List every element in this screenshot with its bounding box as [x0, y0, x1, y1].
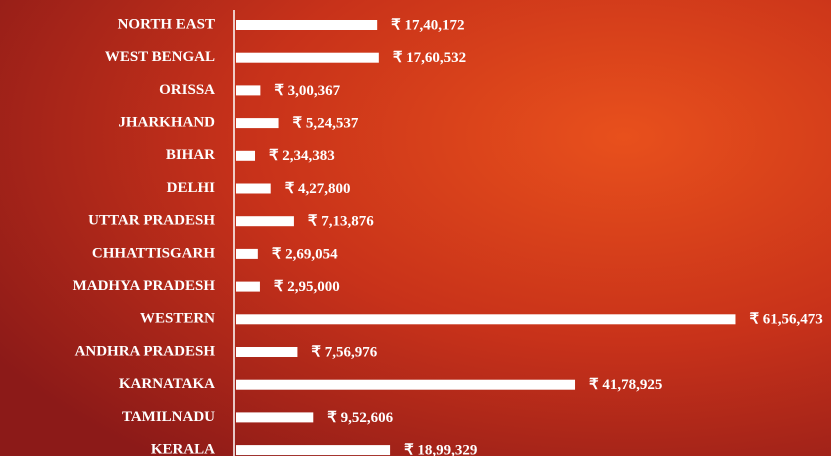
category-label: UTTAR PRADESH — [88, 213, 215, 229]
bar — [236, 150, 256, 161]
category-label: KARNATAKA — [119, 376, 215, 392]
value-label: ₹ 17,60,532 — [393, 50, 466, 66]
category-label: KERALA — [151, 442, 215, 456]
bar — [236, 314, 736, 325]
category-label: WESTERN — [140, 311, 215, 327]
bar — [236, 85, 261, 96]
bar — [236, 347, 298, 357]
category-label: NORTH EAST — [118, 16, 215, 32]
value-label: ₹ 41,78,925 — [589, 377, 662, 393]
value-label: ₹ 9,52,606 — [327, 410, 393, 426]
value-label: ₹ 17,40,172 — [391, 17, 464, 33]
bar — [236, 248, 258, 259]
category-label: JHARKHAND — [118, 115, 215, 131]
value-label: ₹ 61,56,473 — [749, 312, 822, 328]
value-label: ₹ 5,24,537 — [293, 116, 359, 132]
category-label: DELHI — [167, 180, 216, 196]
bar — [236, 445, 391, 456]
bar — [236, 20, 378, 30]
value-label: ₹ 3,00,367 — [274, 83, 340, 99]
category-label: TAMILNADU — [122, 409, 215, 425]
value-label: ₹ 2,69,054 — [272, 246, 338, 262]
bar — [236, 281, 260, 292]
bar — [236, 183, 271, 194]
bar — [236, 216, 294, 227]
value-label: ₹ 18,99,329 — [404, 443, 477, 456]
category-label: ANDHRA PRADESH — [75, 343, 216, 359]
value-label: ₹ 2,34,383 — [269, 148, 335, 164]
category-label: BIHAR — [166, 147, 215, 163]
bar — [236, 52, 379, 63]
value-label: ₹ 2,95,000 — [274, 279, 340, 295]
category-label: MADHYA PRADESH — [73, 278, 216, 294]
category-label: ORISSA — [159, 82, 215, 98]
value-label: ₹ 4,27,800 — [285, 181, 351, 197]
value-label: ₹ 7,56,976 — [311, 344, 377, 360]
bar — [236, 118, 279, 129]
bar — [236, 379, 576, 390]
value-label: ₹ 7,13,876 — [308, 214, 374, 230]
category-label: CHHATTISGARH — [92, 245, 215, 261]
bar — [236, 412, 314, 423]
category-label: WEST BENGAL — [105, 49, 215, 65]
